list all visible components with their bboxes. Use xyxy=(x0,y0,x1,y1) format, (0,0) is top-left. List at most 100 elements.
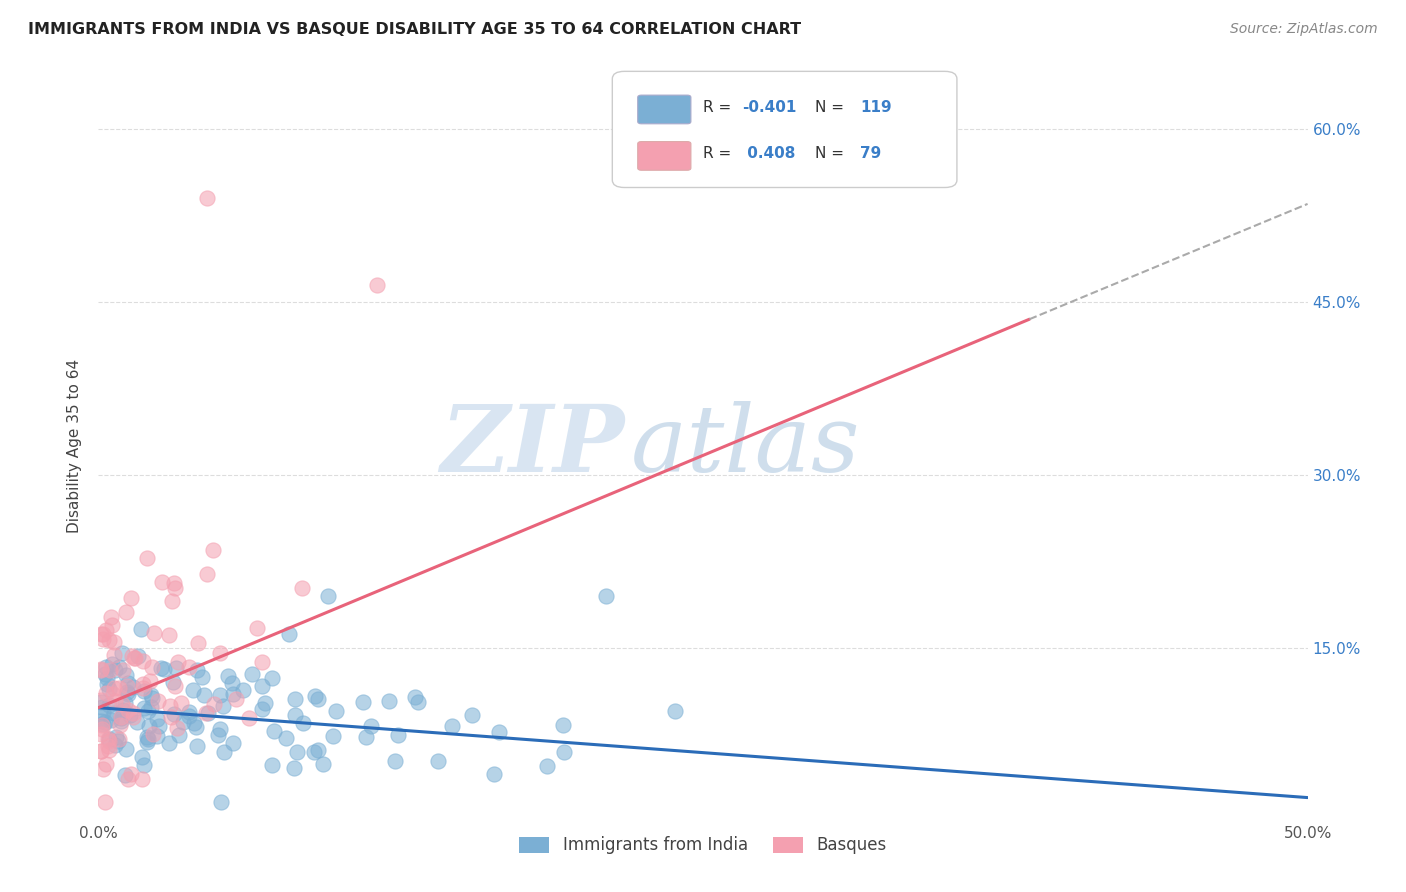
Immigrants from India xyxy=(217,669,239,683)
Immigrants from India xyxy=(100,713,122,727)
Basques xyxy=(103,635,125,649)
Immigrants from India xyxy=(179,705,201,719)
Basques xyxy=(110,717,132,731)
Basques xyxy=(97,739,120,753)
Immigrants from India xyxy=(222,736,245,750)
Immigrants from India xyxy=(460,708,482,723)
Immigrants from India xyxy=(149,661,172,675)
Basques xyxy=(97,734,120,748)
Immigrants from India xyxy=(103,706,125,721)
Immigrants from India xyxy=(165,661,187,675)
Basques xyxy=(202,543,225,558)
Basques xyxy=(197,567,219,582)
Immigrants from India xyxy=(114,696,136,710)
Immigrants from India xyxy=(184,720,207,734)
Basques xyxy=(150,574,173,589)
Immigrants from India xyxy=(117,685,139,699)
Basques xyxy=(104,694,127,708)
Basques xyxy=(194,706,217,721)
Immigrants from India xyxy=(107,660,129,674)
Basques xyxy=(94,756,117,771)
Immigrants from India xyxy=(406,695,429,709)
Basques xyxy=(139,674,162,689)
Immigrants from India xyxy=(221,676,243,690)
Immigrants from India xyxy=(90,695,112,709)
Basques xyxy=(131,772,153,786)
Immigrants from India xyxy=(186,739,208,753)
Immigrants from India xyxy=(222,687,245,701)
Immigrants from India xyxy=(283,761,305,775)
Immigrants from India xyxy=(384,754,406,768)
Immigrants from India xyxy=(110,714,132,729)
Basques xyxy=(132,681,155,695)
Immigrants from India xyxy=(112,703,135,717)
Immigrants from India xyxy=(96,660,118,674)
Basques xyxy=(122,710,145,724)
Immigrants from India xyxy=(284,691,307,706)
Immigrants from India xyxy=(488,724,510,739)
Immigrants from India xyxy=(186,663,208,677)
Basques xyxy=(96,686,118,700)
Text: atlas: atlas xyxy=(630,401,860,491)
Immigrants from India xyxy=(250,702,273,716)
Immigrants from India xyxy=(146,729,169,743)
Immigrants from India xyxy=(536,759,558,773)
Immigrants from India xyxy=(354,730,377,744)
Immigrants from India xyxy=(274,731,297,746)
Immigrants from India xyxy=(253,696,276,710)
Basques xyxy=(90,692,112,706)
Basques xyxy=(97,633,120,648)
Basques xyxy=(90,627,112,641)
Basques xyxy=(163,581,186,595)
Basques xyxy=(141,660,163,674)
Text: 79: 79 xyxy=(860,146,882,161)
Immigrants from India xyxy=(117,688,139,702)
Immigrants from India xyxy=(162,706,184,721)
Immigrants from India xyxy=(129,622,152,636)
Basques xyxy=(202,697,225,711)
Basques xyxy=(195,191,218,205)
Immigrants from India xyxy=(122,681,145,695)
Text: 119: 119 xyxy=(860,100,891,115)
Immigrants from India xyxy=(277,626,299,640)
Text: -0.401: -0.401 xyxy=(742,100,796,115)
Basques xyxy=(94,623,117,637)
Immigrants from India xyxy=(284,708,307,723)
Basques xyxy=(120,767,142,781)
FancyBboxPatch shape xyxy=(613,71,957,187)
Y-axis label: Disability Age 35 to 64: Disability Age 35 to 64 xyxy=(67,359,83,533)
Basques xyxy=(160,594,183,608)
Immigrants from India xyxy=(114,768,136,782)
Basques xyxy=(159,698,181,713)
Immigrants from India xyxy=(250,679,273,693)
Immigrants from India xyxy=(136,732,159,747)
Basques xyxy=(157,628,180,642)
Legend: Immigrants from India, Basques: Immigrants from India, Basques xyxy=(513,830,893,861)
Immigrants from India xyxy=(551,718,574,732)
Immigrants from India xyxy=(172,714,194,729)
Basques xyxy=(122,651,145,665)
Immigrants from India xyxy=(262,757,284,772)
Immigrants from India xyxy=(162,674,184,689)
Basques xyxy=(108,681,131,695)
Basques xyxy=(100,610,122,624)
Immigrants from India xyxy=(191,670,214,684)
Immigrants from India xyxy=(117,675,139,690)
Immigrants from India xyxy=(352,696,374,710)
Basques xyxy=(98,663,121,677)
Basques xyxy=(132,654,155,668)
Immigrants from India xyxy=(111,646,134,660)
Text: ZIP: ZIP xyxy=(440,401,624,491)
Basques xyxy=(291,581,314,595)
Basques xyxy=(187,636,209,650)
Basques xyxy=(91,627,114,641)
Immigrants from India xyxy=(135,730,157,744)
Basques xyxy=(177,660,200,674)
Basques xyxy=(90,744,112,758)
Basques xyxy=(91,762,114,776)
Immigrants from India xyxy=(115,668,138,682)
Basques xyxy=(110,710,132,724)
Basques xyxy=(91,718,114,732)
Immigrants from India xyxy=(93,667,115,681)
Immigrants from India xyxy=(177,708,200,723)
